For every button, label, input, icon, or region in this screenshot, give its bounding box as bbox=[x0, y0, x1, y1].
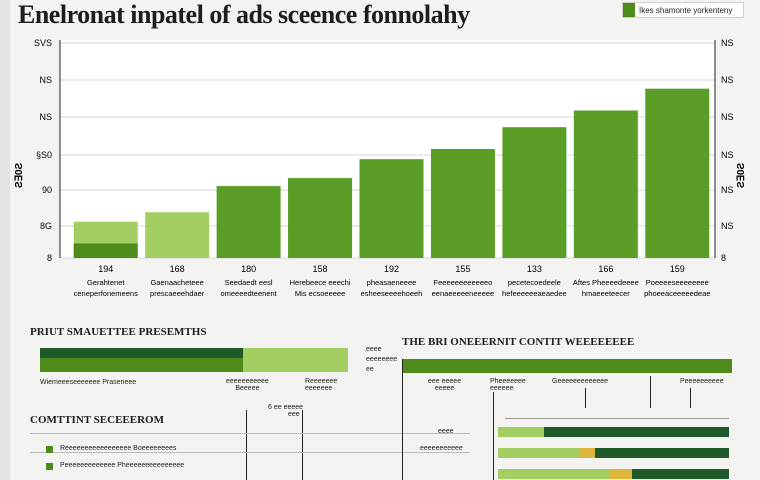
legend: Ikes shamonte yorkenteny bbox=[622, 2, 744, 18]
col-label: Peeeeeeeeee bbox=[680, 378, 724, 385]
ytick-label: 90 bbox=[42, 185, 52, 195]
bar-label-mid: eeeeeeeeeee Beeeee bbox=[226, 378, 269, 392]
category-label: hefeeeeeeaeaedee bbox=[502, 289, 567, 298]
ytick-label: 8G bbox=[40, 221, 52, 231]
value-label: 168 bbox=[170, 264, 185, 274]
legend-label: Ikes shamonte yorkenteny bbox=[639, 5, 733, 15]
category-label: Seedaedt eesl bbox=[225, 278, 273, 287]
category-label: pheasaeneeee bbox=[367, 278, 417, 287]
progress-fill bbox=[40, 348, 244, 372]
category-label: esheeseeeehoeeh bbox=[361, 289, 423, 298]
stacked-row bbox=[498, 427, 729, 437]
progress-bar bbox=[40, 348, 348, 372]
bar bbox=[288, 178, 353, 258]
category-label: omeeeedteenent bbox=[220, 289, 277, 298]
ytick-label-right: NS bbox=[721, 112, 734, 122]
stacked-segment-yellow bbox=[608, 469, 632, 479]
category-label: prescaeeehdaer bbox=[150, 289, 205, 298]
stacked-segment-light bbox=[498, 427, 545, 437]
category-label: phoeeaceeeeedeae bbox=[644, 289, 710, 298]
bar bbox=[502, 127, 567, 258]
bar bbox=[430, 149, 495, 258]
bl2-mid-label: 6 ee eeeee eee bbox=[268, 404, 304, 418]
value-label: 194 bbox=[98, 264, 113, 274]
stacked-segment-dark bbox=[595, 448, 729, 458]
value-label: 166 bbox=[598, 264, 613, 274]
category-label: ceneperfonemeens bbox=[74, 289, 138, 298]
category-label: Mis ecsoeeeee bbox=[295, 289, 345, 298]
ytick-label-right: NS bbox=[721, 150, 734, 160]
left-edge bbox=[0, 0, 10, 480]
category-label: Aftes Pheeeedeeee bbox=[573, 278, 639, 287]
col-label: Geeeeeeeeeeeee bbox=[552, 378, 609, 385]
value-label: 159 bbox=[670, 264, 685, 274]
row-label: Peeeeeeeeeeeee Pheeeeeeeeeeeeeee bbox=[60, 462, 185, 469]
row-value: eeee bbox=[438, 428, 454, 435]
ytick-label-right: NS bbox=[721, 38, 734, 48]
ytick-label: NS bbox=[39, 75, 52, 85]
progress-remaining bbox=[243, 348, 348, 372]
ytick-label: 8 bbox=[47, 253, 52, 263]
y-axis-label-right: Ƨ∃0Ƨ bbox=[736, 162, 747, 188]
bar-label-right: Reeeeeee eeeeeee bbox=[305, 378, 338, 392]
row-swatch bbox=[46, 463, 53, 470]
bar bbox=[645, 88, 710, 258]
category-label: pecetecoedeele bbox=[508, 278, 561, 287]
value-label: 192 bbox=[384, 264, 399, 274]
col-label: Pheeeeeee eeeeee bbox=[490, 378, 526, 392]
category-label: Gerahtenet bbox=[87, 278, 125, 287]
y-axis-label: Ƨ∃0Ƨ bbox=[14, 162, 25, 188]
row-swatch bbox=[46, 446, 53, 453]
category-label: Poeeeeseeeeeeee bbox=[646, 278, 709, 287]
ytick-label: NS bbox=[39, 112, 52, 122]
bar-label-left: Wiemeeeseeeeeee Praseneee bbox=[40, 379, 137, 386]
bar bbox=[359, 159, 424, 258]
ytick-label-right: 8 bbox=[721, 253, 726, 263]
row-label: Reeeeeeeeeeeeeeeee Boeeeeeeees bbox=[60, 445, 177, 452]
ytick-label-right: NS bbox=[721, 185, 734, 195]
stacked-segment-yellow bbox=[578, 448, 595, 458]
value-label: 155 bbox=[455, 264, 470, 274]
category-label: Feeeeeeeeeeeeo bbox=[434, 278, 493, 287]
ytick-label: §S0 bbox=[36, 150, 52, 160]
category-label: Herebeece eeechi bbox=[290, 278, 351, 287]
stacked-segment-dark bbox=[544, 427, 729, 437]
col-label: eee eeeee eeeee bbox=[428, 378, 462, 392]
side-labels: eeee eeeeeeee ee bbox=[366, 346, 398, 373]
stacked-row bbox=[498, 469, 729, 479]
bottom-left2-title: COMTTINT SECEEEROM bbox=[30, 414, 164, 426]
stacked-row bbox=[498, 448, 729, 458]
ytick-label: SVS bbox=[34, 38, 52, 48]
bottom-left-title: PRIUT SMAUETTEE PRESEMTHS bbox=[30, 326, 207, 338]
value-label: 158 bbox=[313, 264, 328, 274]
ytick-label-right: NS bbox=[721, 75, 734, 85]
value-label: 180 bbox=[241, 264, 256, 274]
category-label: Gaenaacheteee bbox=[150, 278, 203, 287]
stacked-segment-light bbox=[498, 448, 579, 458]
category-label: hmaeeeteecer bbox=[582, 289, 630, 298]
bottom-right-title: THE BRI ONEEERNIT CONTIT WEEEEEEEE bbox=[402, 336, 635, 348]
stacked-segment-light bbox=[498, 469, 609, 479]
bar bbox=[145, 212, 210, 258]
chart-title: Enelronat inpatel of ads sceence fonnola… bbox=[18, 0, 470, 29]
category-label: eenaeeeeeneeeee bbox=[432, 289, 495, 298]
bar-segment bbox=[73, 243, 138, 258]
row-value: eeeeeeeeeee bbox=[420, 445, 463, 452]
bar bbox=[216, 186, 281, 258]
header-band bbox=[402, 359, 732, 373]
ytick-label-right: NS bbox=[721, 221, 734, 231]
value-label: 133 bbox=[527, 264, 542, 274]
bar bbox=[573, 110, 638, 258]
legend-swatch bbox=[623, 3, 635, 17]
stacked-segment-dark bbox=[631, 469, 729, 479]
